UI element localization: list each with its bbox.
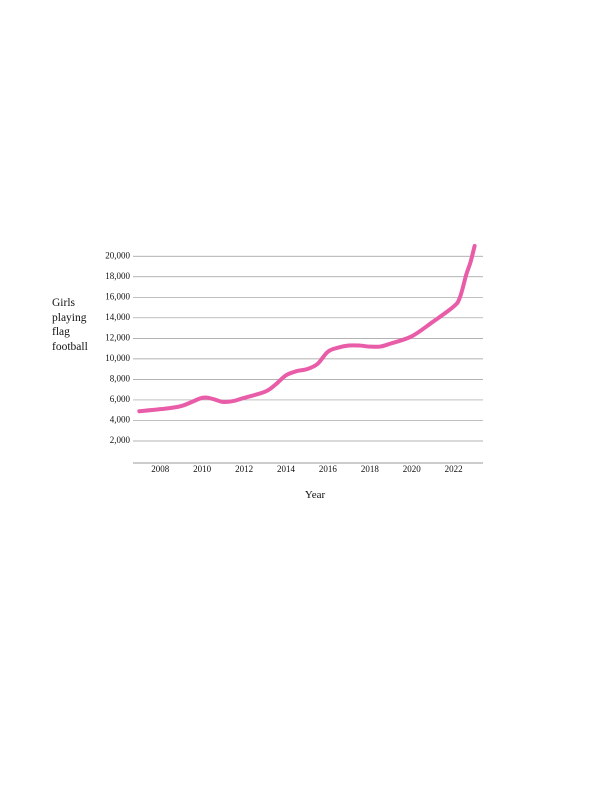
y-tick-label: 8,000 — [110, 373, 131, 383]
x-tick-label: 2012 — [235, 464, 253, 474]
y-tick-label: 16,000 — [105, 291, 130, 301]
x-axis-label: Year — [304, 489, 326, 501]
y-tick-label: 12,000 — [105, 332, 130, 342]
x-tick-label: 2022 — [445, 464, 463, 474]
y-axis-label: Girls playing flag football — [52, 297, 88, 353]
y-tick-label: 20,000 — [105, 250, 130, 260]
y-tick-label: 4,000 — [110, 415, 131, 425]
x-tick-label: 2014 — [277, 464, 296, 474]
y-tick-label: 10,000 — [105, 353, 130, 363]
y-tick-label: 2,000 — [110, 435, 131, 445]
x-tick-label: 2020 — [403, 464, 422, 474]
x-tick-label: 2016 — [319, 464, 338, 474]
x-tick-label: 2018 — [361, 464, 380, 474]
y-tick-label: 14,000 — [105, 312, 130, 322]
y-tick-label: 18,000 — [105, 271, 130, 281]
x-tick-label: 2010 — [193, 464, 212, 474]
y-tick-label: 6,000 — [110, 394, 131, 404]
x-tick-label: 2008 — [151, 464, 170, 474]
data-line — [137, 244, 477, 414]
